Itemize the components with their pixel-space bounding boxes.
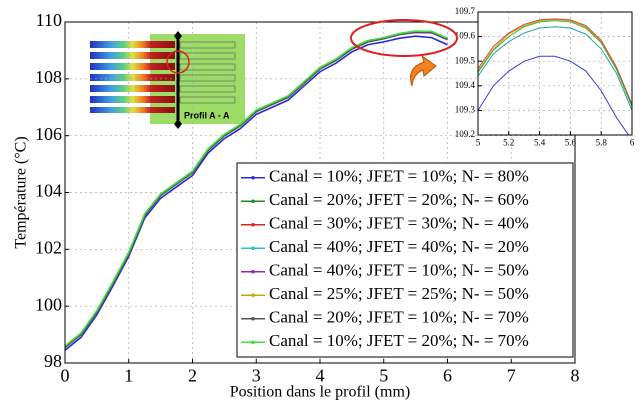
x-tick-label: 6 [630, 137, 635, 147]
y-tick-label: 109.5 [455, 55, 476, 65]
legend-marker [251, 293, 255, 298]
legend-label: Canal = 40%; JFET = 10%; N- = 50% [269, 261, 529, 280]
y-tick-label: 102 [35, 237, 62, 257]
y-tick-label: 106 [35, 124, 62, 144]
x-tick-label: 8 [571, 366, 580, 386]
highlight-ellipse [350, 19, 458, 57]
plot-frame [477, 11, 633, 136]
x-tick-label: 3 [252, 366, 261, 386]
y-tick-label: 108 [35, 67, 62, 87]
y-tick-label: 109.7 [455, 6, 476, 16]
legend-marker [251, 269, 255, 274]
x-tick-label: 2 [188, 366, 197, 386]
legend-box [236, 162, 574, 358]
y-tick-label: 110 [36, 10, 62, 30]
legend-label: Canal = 10%; JFET = 20%; N- = 70% [269, 331, 529, 350]
series-group [478, 18, 632, 135]
x-axis-label: Position dans le profil (mm) [230, 384, 410, 401]
x-tick-label: 0 [61, 366, 70, 386]
series-group [65, 30, 448, 351]
annotation: Profil A - A [184, 110, 230, 120]
legend-label: Canal = 20%; JFET = 10%; N- = 70% [269, 308, 529, 327]
x-tick-label: 5 [476, 137, 481, 147]
x-tick-label: 7 [507, 366, 516, 386]
legend-label: Canal = 30%; JFET = 30%; N- = 40% [269, 214, 529, 233]
y-tick-label: 109.3 [455, 104, 476, 114]
plot-frame [64, 21, 576, 364]
x-tick-label: 5.6 [565, 137, 577, 147]
x-tick-label: 4 [316, 366, 325, 386]
y-tick-label: 109.2 [455, 129, 475, 139]
x-tick-label: 5 [379, 366, 388, 386]
y-tick-label: 98 [44, 351, 62, 371]
y-axis-label: Température (°C) [13, 136, 30, 248]
x-tick-label: 5.8 [596, 137, 608, 147]
y-tick-label: 109.6 [455, 31, 476, 41]
legend-label: Canal = 20%; JFET = 20%; N- = 60% [269, 190, 529, 209]
legend-marker [251, 246, 255, 251]
y-tick-label: 109.4 [455, 80, 476, 90]
series-line [478, 18, 632, 105]
inset-background [478, 12, 632, 135]
series-line [65, 30, 448, 347]
legend-label: Canal = 40%; JFET = 40%; N- = 20% [269, 237, 529, 256]
x-tick-label: 1 [124, 366, 133, 386]
legend-marker [251, 199, 255, 204]
series-line [478, 20, 632, 107]
legend-marker [251, 222, 255, 227]
series-line [65, 35, 448, 351]
series-line [478, 26, 632, 111]
legend-marker [251, 316, 255, 321]
legend-marker [251, 340, 255, 345]
series-line [478, 55, 630, 135]
plots: 98 100 102 104 106 108 110 0 1 2 3 4 5 6 7 8 Position da… [13, 6, 635, 401]
y-tick-label: 100 [35, 294, 62, 314]
x-tick-label: 5.4 [534, 137, 546, 147]
y-tick-label: 104 [35, 181, 62, 201]
x-tick-label: 5.2 [503, 137, 514, 147]
legend-label: Canal = 10%; JFET = 10%; N- = 80% [269, 167, 529, 186]
legend-marker [251, 175, 255, 180]
zoom-arrow [410, 54, 437, 87]
thermal-image [90, 31, 245, 129]
legend-label: Canal = 25%; JFET = 25%; N- = 50% [269, 284, 529, 303]
x-tick-label: 6 [443, 366, 452, 386]
